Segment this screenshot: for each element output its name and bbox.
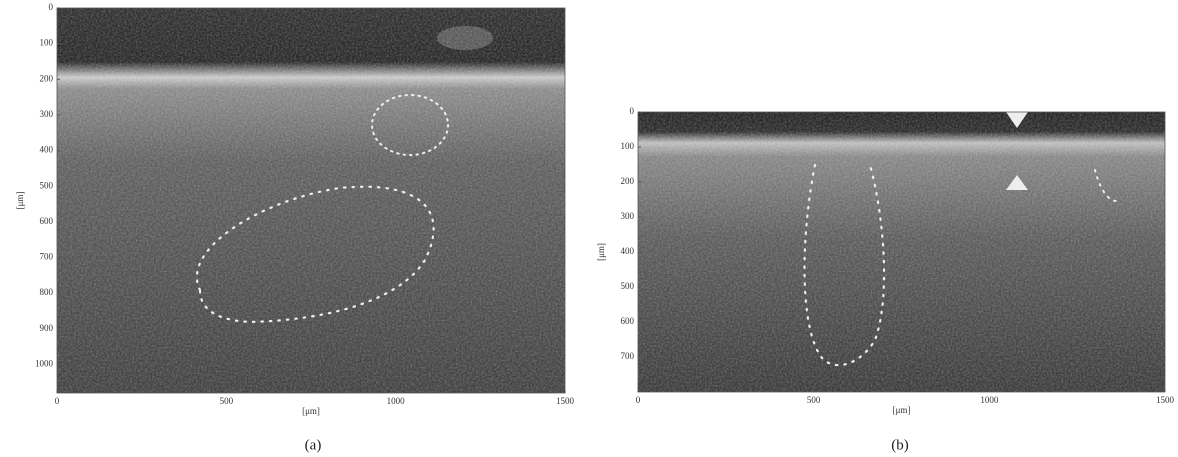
plot-frame (56, 7, 566, 394)
caption: (b) (891, 437, 909, 453)
y-axis-label: [μm] (15, 192, 25, 210)
x-tick-label: 1500 (1156, 395, 1175, 405)
y-tick-label: 300 (621, 211, 635, 221)
y-tick-label: 400 (621, 246, 635, 256)
y-tick-label: 200 (40, 73, 54, 83)
y-tick-label: 600 (621, 316, 635, 326)
y-tick-label: 300 (40, 109, 54, 119)
x-tick-label: 500 (220, 396, 234, 406)
x-axis-label: [μm] (302, 406, 320, 416)
y-tick-label: 700 (40, 252, 54, 262)
x-tick-label: 1500 (556, 396, 575, 406)
y-tick-label: 500 (621, 281, 635, 291)
x-tick-label: 0 (636, 395, 641, 405)
y-tick-label: 500 (40, 180, 54, 190)
y-tick-label: 200 (621, 176, 635, 186)
caption: (a) (305, 437, 322, 453)
y-tick-label: 700 (621, 351, 635, 361)
y-tick-label: 0 (49, 2, 54, 12)
x-tick-label: 500 (807, 395, 821, 405)
y-tick-label: 0 (630, 106, 635, 116)
x-tick-label: 1000 (980, 395, 999, 405)
y-axis-label: [μm] (596, 243, 606, 261)
y-tick-label: 1000 (35, 359, 54, 369)
y-tick-label: 600 (40, 216, 54, 226)
image-b (638, 112, 1165, 392)
x-tick-label: 1000 (387, 396, 406, 406)
image-a (57, 8, 565, 393)
y-tick-label: 400 (40, 145, 54, 155)
y-tick-label: 900 (40, 323, 54, 333)
y-tick-label: 100 (621, 141, 635, 151)
y-tick-label: 800 (40, 287, 54, 297)
x-axis-label: [μm] (893, 405, 911, 415)
y-tick-label: 100 (40, 38, 54, 48)
x-tick-label: 0 (55, 396, 60, 406)
